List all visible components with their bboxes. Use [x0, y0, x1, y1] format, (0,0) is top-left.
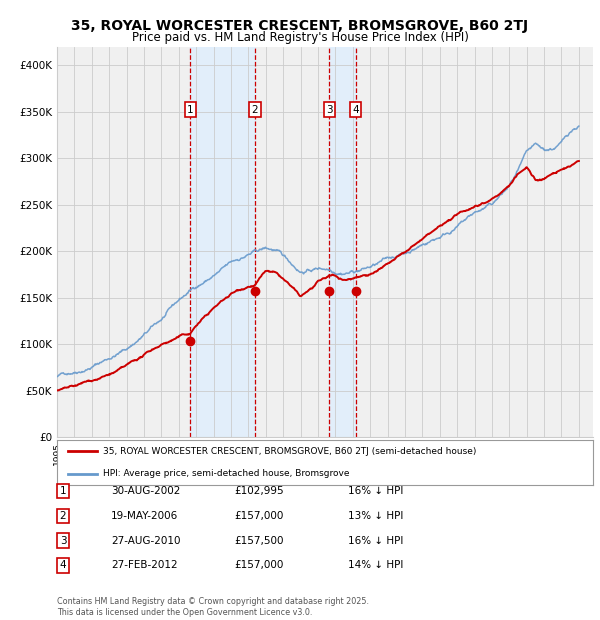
Text: 19-MAY-2006: 19-MAY-2006: [111, 511, 178, 521]
Text: 13% ↓ HPI: 13% ↓ HPI: [348, 511, 403, 521]
Text: 2: 2: [59, 511, 67, 521]
Text: £157,000: £157,000: [234, 511, 283, 521]
Bar: [190, 46, 255, 437]
Text: £157,000: £157,000: [234, 560, 283, 570]
Text: £102,995: £102,995: [234, 486, 284, 496]
Text: HPI: Average price, semi-detached house, Bromsgrove: HPI: Average price, semi-detached house,…: [103, 469, 349, 478]
Text: £157,500: £157,500: [234, 536, 284, 546]
Text: 30-AUG-2002: 30-AUG-2002: [111, 486, 181, 496]
Text: 35, ROYAL WORCESTER CRESCENT, BROMSGROVE, B60 2TJ: 35, ROYAL WORCESTER CRESCENT, BROMSGROVE…: [71, 19, 529, 33]
Text: Price paid vs. HM Land Registry's House Price Index (HPI): Price paid vs. HM Land Registry's House …: [131, 31, 469, 43]
Text: 4: 4: [352, 105, 359, 115]
Text: 16% ↓ HPI: 16% ↓ HPI: [348, 486, 403, 496]
Text: 35, ROYAL WORCESTER CRESCENT, BROMSGROVE, B60 2TJ (semi-detached house): 35, ROYAL WORCESTER CRESCENT, BROMSGROVE…: [103, 447, 476, 456]
Text: 16% ↓ HPI: 16% ↓ HPI: [348, 536, 403, 546]
Text: 14% ↓ HPI: 14% ↓ HPI: [348, 560, 403, 570]
Text: 4: 4: [59, 560, 67, 570]
Text: 27-AUG-2010: 27-AUG-2010: [111, 536, 181, 546]
Bar: [329, 46, 356, 437]
Text: 3: 3: [59, 536, 67, 546]
Text: 1: 1: [59, 486, 67, 496]
Text: 1: 1: [187, 105, 194, 115]
Text: 3: 3: [326, 105, 333, 115]
Text: 27-FEB-2012: 27-FEB-2012: [111, 560, 178, 570]
Text: Contains HM Land Registry data © Crown copyright and database right 2025.
This d: Contains HM Land Registry data © Crown c…: [57, 598, 369, 617]
Text: 2: 2: [251, 105, 258, 115]
